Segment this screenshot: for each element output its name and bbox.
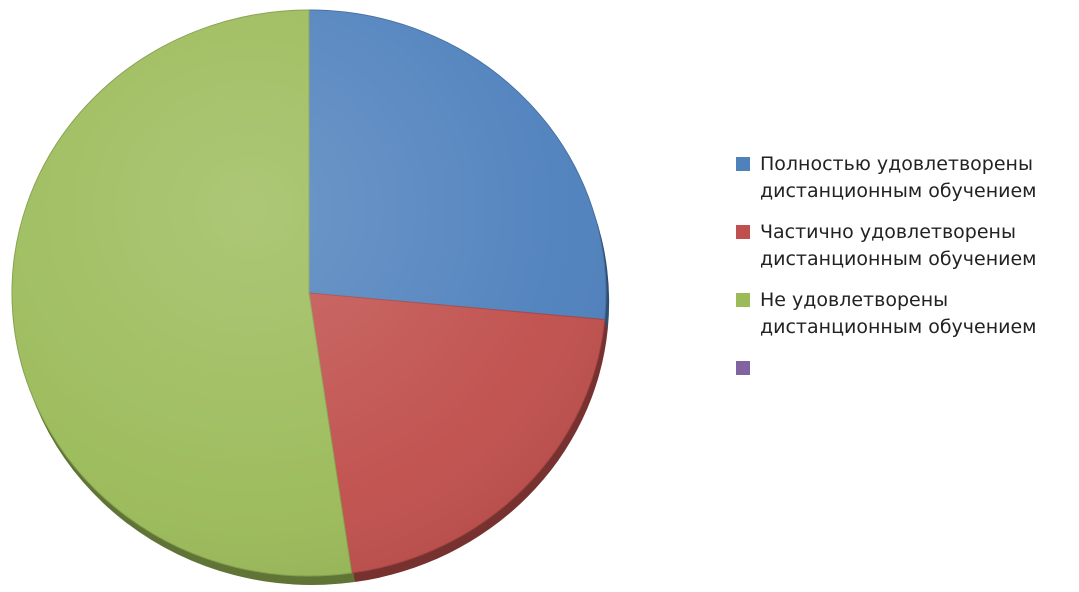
pie-slice-fully-satisfied (308, 9, 607, 321)
legend-swatch-not-satisfied (736, 293, 750, 307)
pie-slices (11, 9, 607, 577)
pie-slice-not-satisfied (11, 9, 353, 577)
legend: Полностью удовлетворены дистанционным об… (736, 151, 1076, 389)
legend-label-not-satisfied: Не удовлетворены дистанционным обучением (760, 289, 1037, 338)
legend-item-empty (736, 355, 1076, 375)
legend-item-not-satisfied: Не удовлетворены дистанционным обучением (736, 287, 1076, 341)
legend-swatch-empty (736, 361, 750, 375)
legend-label-fully-satisfied: Полностью удовлетворены дистанционным об… (760, 153, 1037, 202)
legend-item-fully-satisfied: Полностью удовлетворены дистанционным об… (736, 151, 1076, 205)
pie-slice-partially-satisfied (308, 292, 606, 574)
legend-swatch-partially-satisfied (736, 225, 750, 239)
pie-svg (11, 9, 610, 585)
legend-swatch-fully-satisfied (736, 157, 750, 171)
legend-label-partially-satisfied: Частично удовлетворены дистанционным обу… (760, 221, 1037, 270)
legend-item-partially-satisfied: Частично удовлетворены дистанционным обу… (736, 219, 1076, 273)
